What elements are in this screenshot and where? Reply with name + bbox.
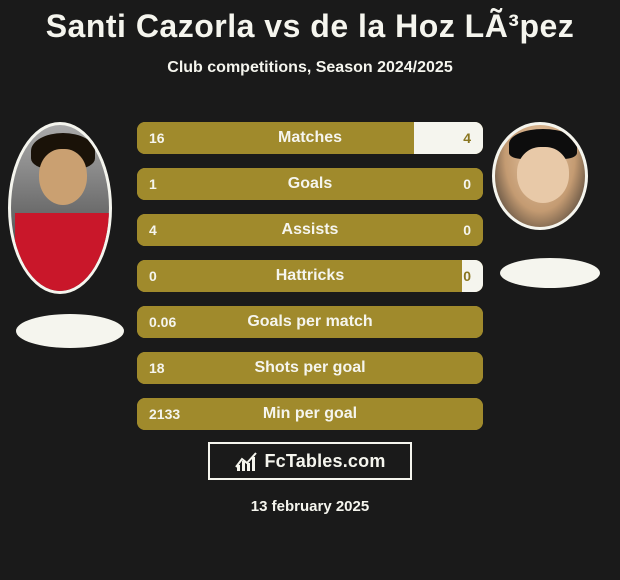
avatar-face	[517, 147, 569, 203]
stat-row: 164Matches	[137, 122, 483, 154]
stat-row: 0.06Goals per match	[137, 306, 483, 338]
comparison-date: 13 february 2025	[0, 498, 620, 515]
avatar-jersey	[15, 213, 111, 294]
player-left-shadow	[16, 314, 124, 348]
fctables-logo-box: FcTables.com	[208, 442, 412, 480]
stat-row: 40Assists	[137, 214, 483, 246]
stat-label: Min per goal	[137, 398, 483, 430]
stat-label: Shots per goal	[137, 352, 483, 384]
chart-icon	[234, 449, 258, 473]
comparison-title: Santi Cazorla vs de la Hoz LÃ³pez	[0, 0, 620, 45]
player-right-avatar	[492, 122, 588, 230]
stat-label: Goals	[137, 168, 483, 200]
stat-label: Hattricks	[137, 260, 483, 292]
stat-row: 00Hattricks	[137, 260, 483, 292]
stat-bars-container: 164Matches 10Goals 40Assists 00Hattricks 0.0…	[137, 122, 483, 444]
stat-row: 10Goals	[137, 168, 483, 200]
stat-row: 18Shots per goal	[137, 352, 483, 384]
stat-label: Matches	[137, 122, 483, 154]
avatar-face	[39, 149, 87, 205]
comparison-subtitle: Club competitions, Season 2024/2025	[0, 59, 620, 77]
player-left-avatar	[8, 122, 112, 294]
stat-row: 2133Min per goal	[137, 398, 483, 430]
fctables-logo-text: FcTables.com	[264, 451, 385, 472]
stat-label: Goals per match	[137, 306, 483, 338]
player-right-shadow	[500, 258, 600, 288]
stat-label: Assists	[137, 214, 483, 246]
